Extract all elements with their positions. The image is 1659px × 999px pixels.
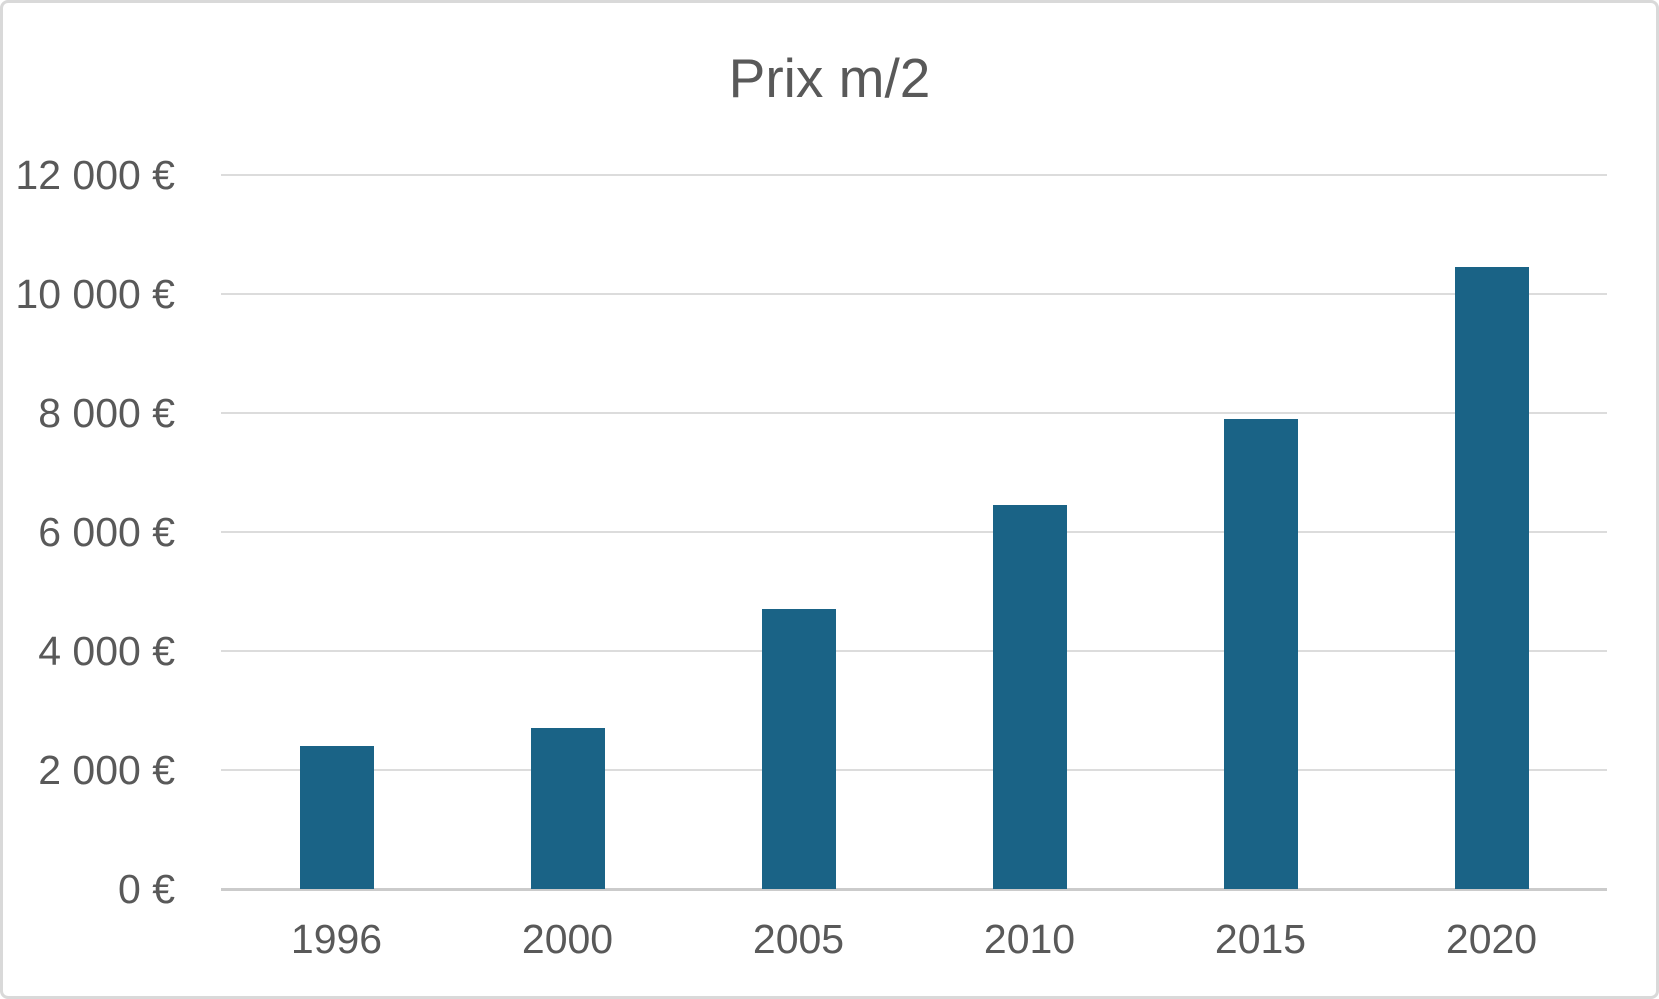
gridline-12000 (221, 174, 1607, 176)
y-tick-label-10000: 10 000 € (15, 271, 175, 317)
y-tick-label-0: 0 € (118, 866, 175, 912)
y-tick-label-8000: 8 000 € (38, 390, 175, 436)
y-tick-label-4000: 4 000 € (38, 628, 175, 674)
bar-1996 (299, 746, 374, 889)
x-tick-label-2010: 2010 (983, 916, 1076, 962)
x-tick-label-2020: 2020 (1445, 916, 1538, 962)
y-tick-label-12000: 12 000 € (15, 152, 175, 198)
x-tick-label-2015: 2015 (1214, 916, 1307, 962)
y-tick-label-2000: 2 000 € (38, 747, 175, 793)
x-tick-label-2005: 2005 (752, 916, 845, 962)
bar-2005 (761, 609, 836, 889)
gridline-2000 (221, 769, 1607, 771)
bar-2010 (992, 505, 1067, 889)
x-tick-label-2000: 2000 (521, 916, 614, 962)
bar-2020 (1454, 267, 1529, 889)
gridline-10000 (221, 293, 1607, 295)
gridline-8000 (221, 412, 1607, 414)
y-tick-label-6000: 6 000 € (38, 509, 175, 555)
chart-title: Prix m/2 (728, 47, 931, 109)
x-axis-line (221, 888, 1607, 891)
gridline-4000 (221, 650, 1607, 652)
bar-2015 (1223, 418, 1298, 889)
x-tick-label-1996: 1996 (290, 916, 383, 962)
bar-2000 (530, 728, 605, 889)
plot-area (221, 174, 1607, 891)
gridline-6000 (221, 531, 1607, 533)
